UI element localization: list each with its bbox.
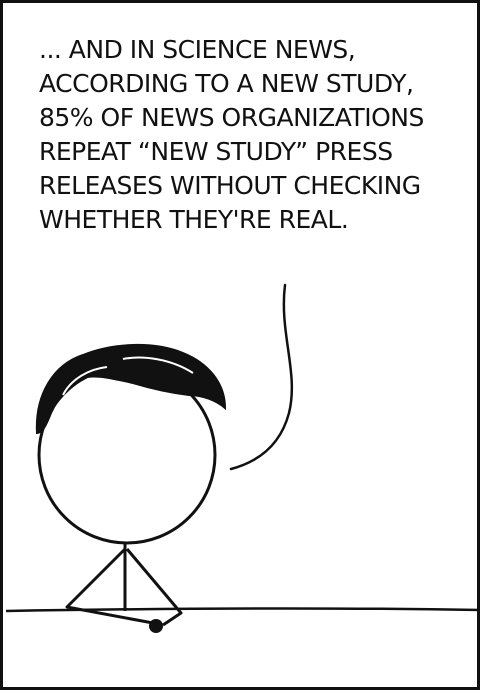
news-desk-icon — [5, 607, 480, 613]
speech-line-2: ACCORDING TO A NEW STUDY, — [39, 69, 414, 98]
speech-line-6: WHETHER THEY'RE REAL. — [39, 205, 349, 234]
comic-artwork — [5, 283, 480, 633]
speech-line-3: 85% OF NEWS ORGANIZATIONS — [39, 103, 424, 132]
stick-figure-icon — [35, 343, 227, 633]
speech-line-1: ... AND IN SCIENCE NEWS, — [39, 35, 356, 64]
speech-tail-icon — [229, 283, 294, 471]
speech-line-4: REPEAT “NEW STUDY” PRESS — [39, 137, 393, 166]
speech-line-5: RELEASES WITHOUT CHECKING — [39, 171, 421, 200]
speech-text: ... AND IN SCIENCE NEWS, ACCORDING TO A … — [39, 33, 459, 237]
